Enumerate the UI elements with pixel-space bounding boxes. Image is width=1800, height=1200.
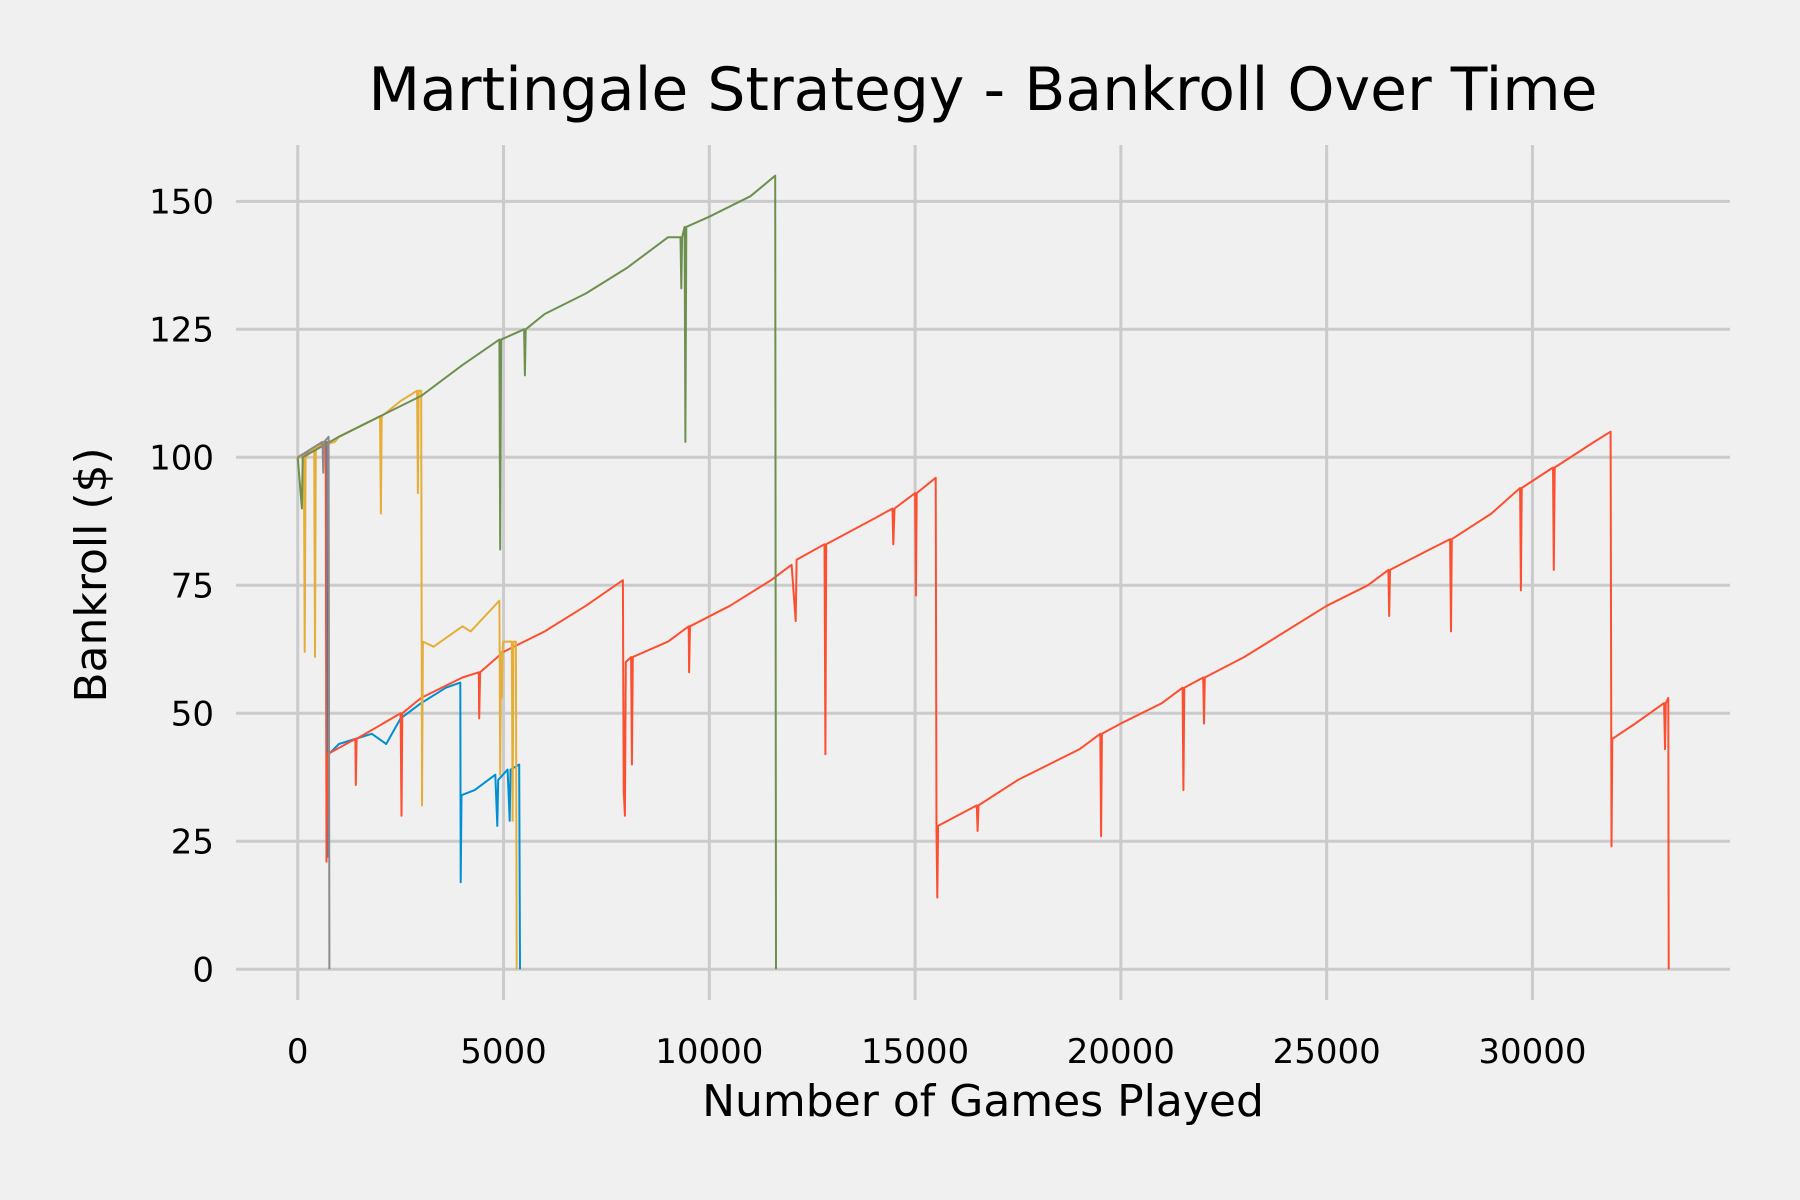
chart-title: Martingale Strategy - Bankroll Over Time bbox=[368, 55, 1597, 125]
x-tick-label: 15000 bbox=[861, 1032, 969, 1072]
series-line-5 bbox=[297, 435, 331, 970]
y-tick-label: 125 bbox=[149, 310, 214, 350]
x-tick-labels: 0 5000 10000 15000 20000 25000 30000 bbox=[287, 1032, 1587, 1072]
series-line-3 bbox=[297, 389, 518, 970]
y-tick-label: 25 bbox=[171, 822, 214, 862]
x-tick-label: 0 bbox=[287, 1032, 309, 1072]
x-tick-label: 30000 bbox=[1478, 1032, 1586, 1072]
series-line-2 bbox=[297, 430, 1670, 970]
y-tick-label: 75 bbox=[171, 566, 214, 606]
series-group bbox=[296, 174, 1670, 970]
x-tick-label: 10000 bbox=[655, 1032, 763, 1072]
y-axis-label: Bankroll ($) bbox=[66, 447, 117, 702]
x-axis-label: Number of Games Played bbox=[702, 1076, 1264, 1127]
y-tick-label: 150 bbox=[149, 182, 214, 222]
x-tick-label: 5000 bbox=[460, 1032, 547, 1072]
y-tick-label: 50 bbox=[171, 694, 214, 734]
y-tick-labels: 0 25 50 75 100 125 150 bbox=[149, 182, 214, 990]
series-line-4 bbox=[296, 174, 777, 970]
y-tick-label: 100 bbox=[149, 438, 214, 478]
y-tick-label: 0 bbox=[192, 950, 214, 990]
x-tick-label: 20000 bbox=[1067, 1032, 1175, 1072]
grid bbox=[236, 145, 1730, 1000]
x-tick-label: 25000 bbox=[1273, 1032, 1381, 1072]
series-line-1 bbox=[297, 440, 521, 970]
